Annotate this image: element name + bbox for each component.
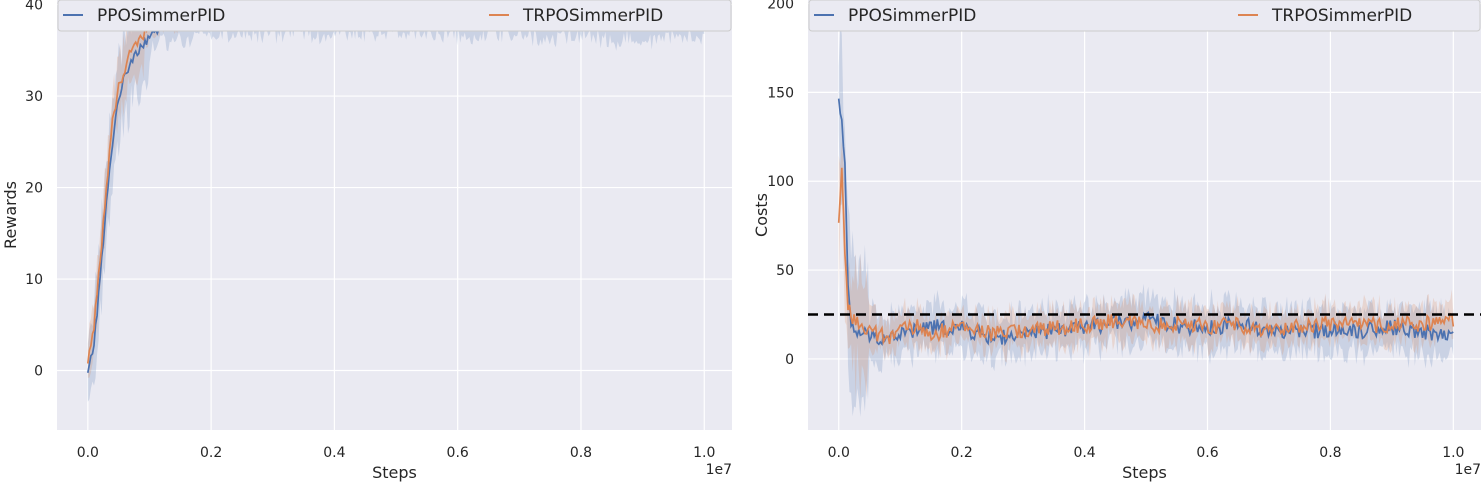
costs-lines [837,98,1455,347]
costs-x-tick-label: 0.4 [1073,445,1095,461]
costs-x-tick-label: 0.0 [828,445,850,461]
rewards-x-tick-label: 0.0 [77,445,99,461]
costs-x-offset-label: 1e7 [1455,462,1481,478]
rewards-y-tick-label: 0 [34,364,43,380]
rewards-y-tick-label: 20 [25,181,43,197]
rewards-x-tick-label: 0.2 [200,445,222,461]
costs-legend-label-ppo: PPOSimmerPID [848,6,976,26]
rewards-y-tick-label: 10 [25,272,43,288]
costs-chart: 0.0 0.2 0.4 0.6 0.8 1.0 0 50 100 150 200 Steps Cos… [752,0,1481,482]
costs-y-tick-label: 50 [776,263,794,279]
costs-x-tick-label: 0.2 [951,445,973,461]
costs-y-tick-label: 0 [785,352,794,368]
rewards-x-tick-label: 0.8 [570,445,592,461]
costs-x-tick-label: 0.8 [1319,445,1341,461]
costs-line-TRPOSimmerPID [837,167,1455,346]
rewards-band-PPOSimmerPID [87,0,705,402]
rewards-x-axis-label: Steps [372,463,417,482]
rewards-legend-label-trpo: TRPOSimmerPID [522,6,663,26]
costs-ticks: 0.0 0.2 0.4 0.6 0.8 1.0 0 50 100 150 200 [767,0,1464,461]
costs-plot-area [808,0,1481,430]
costs-y-tick-label: 100 [767,174,794,190]
rewards-x-tick-label: 0.6 [447,445,469,461]
costs-legend-label-trpo: TRPOSimmerPID [1271,6,1412,26]
costs-y-tick-label: 200 [767,0,794,13]
rewards-y-tick-label: 30 [25,89,43,105]
rewards-y-tick-label: 40 [25,0,43,14]
rewards-x-tick-label: 0.4 [323,445,345,461]
costs-x-tick-label: 0.6 [1196,445,1218,461]
rewards-x-tick-label: 1.0 [693,445,715,461]
rewards-x-offset-label: 1e7 [706,462,732,478]
costs-band-PPOSimmerPID [838,21,1454,417]
rewards-legend: PPOSimmerPID TRPOSimmerPID [57,0,732,32]
rewards-plot-area [57,0,732,430]
rewards-y-axis-label: Rewards [1,181,20,249]
costs-x-tick-label: 1.0 [1442,445,1464,461]
rewards-ticks: 0.0 0.2 0.4 0.6 0.8 1.0 0 10 20 30 40 [25,0,715,461]
rewards-bands [87,0,705,402]
rewards-chart: 0.0 0.2 0.4 0.6 0.8 1.0 0 10 20 30 40 Steps Reward… [1,0,732,482]
rewards-legend-label-ppo: PPOSimmerPID [97,6,225,26]
costs-y-tick-label: 150 [767,85,794,101]
costs-y-axis-label: Costs [752,193,771,237]
costs-legend: PPOSimmerPID TRPOSimmerPID [808,0,1481,32]
rewards-legend-box [57,0,732,32]
costs-x-axis-label: Steps [1122,463,1167,482]
costs-legend-box [808,0,1481,32]
